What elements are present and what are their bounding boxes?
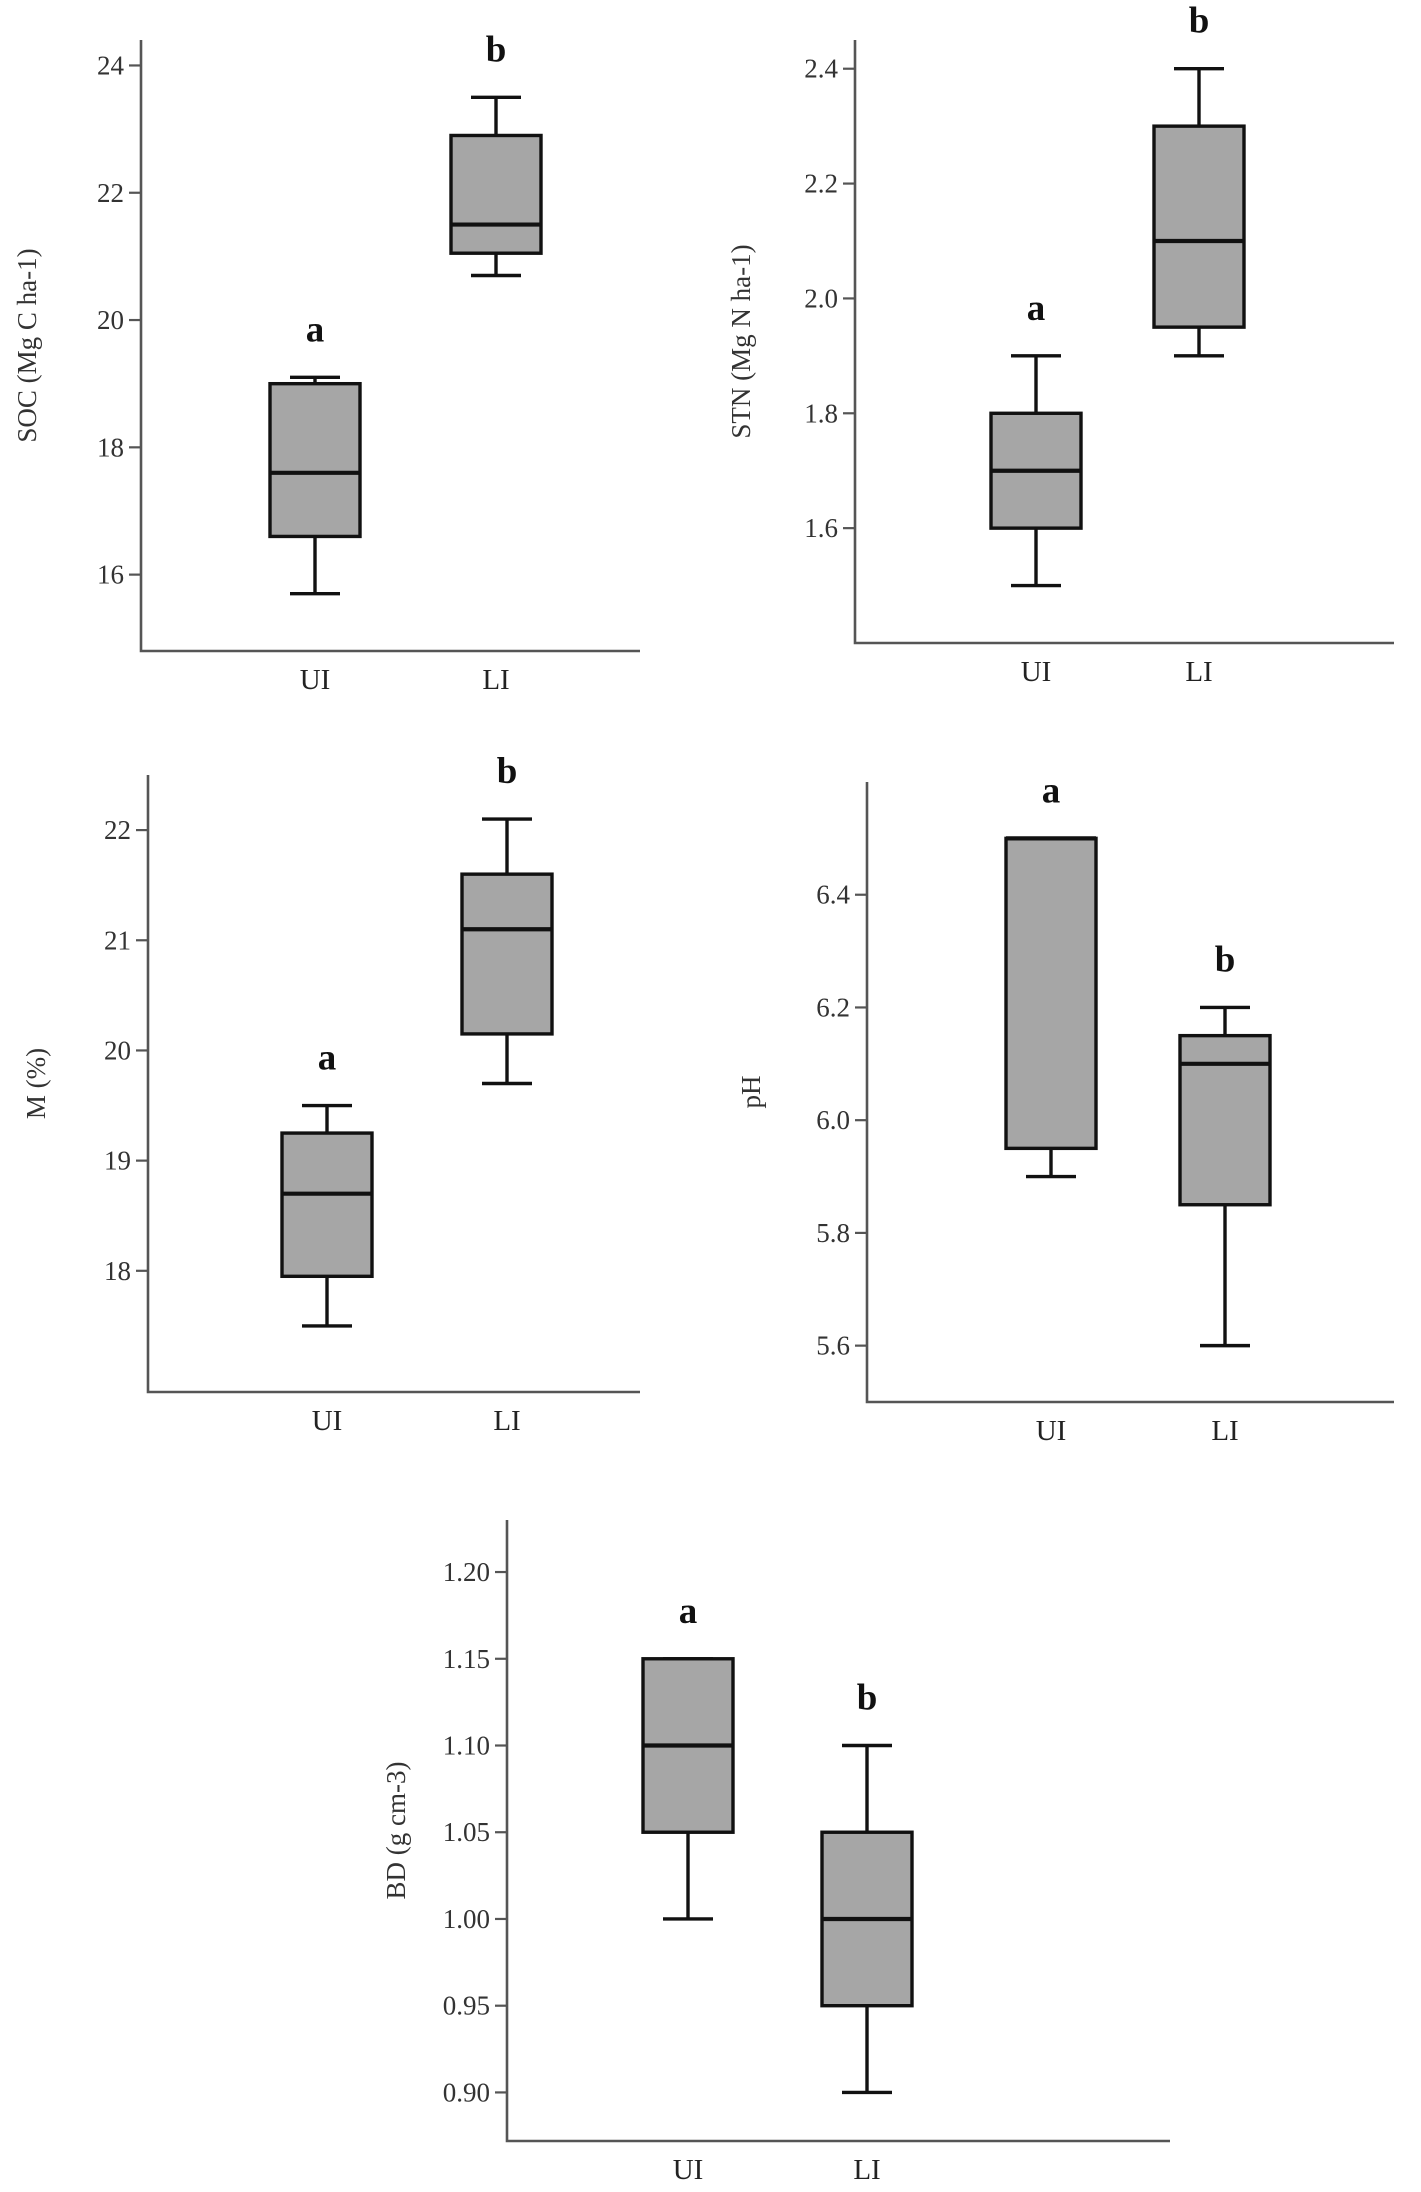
x-category-label: LI: [482, 664, 509, 696]
axis-lines: [853, 40, 1394, 645]
box-ui: a: [1004, 770, 1098, 1179]
iqr-box: [268, 381, 362, 539]
significance-letter: a: [318, 1038, 337, 1079]
y-tick-label: 24: [97, 50, 125, 80]
y-tick-label: 18: [97, 432, 124, 462]
x-category-label: UI: [673, 2154, 704, 2186]
y-tick-label: 6.0: [816, 1105, 850, 1135]
significance-letter: a: [1042, 770, 1061, 811]
box-ui: a: [268, 309, 362, 596]
box-li: b: [1178, 939, 1272, 1348]
y-tick-label: 16: [97, 560, 124, 590]
y-tick-label: 20: [97, 305, 124, 335]
iqr-box: [280, 1131, 374, 1279]
iqr-box: [1152, 124, 1246, 329]
x-category-label: UI: [312, 1405, 343, 1437]
significance-letter: a: [679, 1591, 698, 1632]
x-category-label: LI: [853, 2154, 880, 2186]
y-axis-title: STN (Mg N ha-1): [726, 244, 756, 438]
chart-panel-3: 18 19 20 21 22 M (%) UI LI a b: [21, 751, 640, 1437]
y-tick-label: 22: [97, 178, 124, 208]
iqr-box: [1178, 1033, 1272, 1207]
box-ui: a: [280, 1038, 374, 1328]
axis-lines: [865, 782, 1394, 1404]
x-category-label: UI: [1021, 656, 1052, 688]
y-tick-label: 6.2: [816, 992, 850, 1022]
significance-letter: a: [1027, 288, 1046, 329]
y-tick-label: 1.8: [804, 398, 838, 428]
box-li: b: [820, 1678, 914, 2095]
y-tick-label: 6.4: [816, 880, 850, 910]
y-tick-label: 5.8: [816, 1218, 850, 1248]
chart-panel-4: 5.6 5.8 6.0 6.2 6.4 pH UI LI a b: [736, 770, 1394, 1447]
box-li: b: [449, 29, 543, 278]
y-tick-label: 0.95: [443, 1991, 490, 2021]
x-category-label: UI: [300, 664, 331, 696]
y-tick-label: 22: [104, 815, 131, 845]
significance-letter: b: [1189, 1, 1210, 42]
y-tick-label: 18: [104, 1256, 131, 1286]
y-axis-title: pH: [736, 1076, 766, 1109]
y-axis-title: M (%): [21, 1048, 51, 1119]
x-category-label: UI: [1036, 1415, 1067, 1447]
y-tick-label: 5.6: [816, 1331, 850, 1361]
y-tick-label: 1.15: [443, 1644, 490, 1674]
iqr-box: [460, 872, 554, 1036]
axis-lines: [505, 1520, 1170, 2143]
box-li: b: [460, 751, 554, 1086]
iqr-box: [1004, 836, 1098, 1151]
y-tick-label: 20: [104, 1035, 131, 1065]
iqr-box: [449, 133, 543, 255]
chart-panel-1: 16 18 20 22 24 SOC (Mg C ha-1) UI LI a b: [12, 29, 640, 696]
y-tick-label: 19: [104, 1146, 131, 1176]
significance-letter: b: [486, 29, 507, 70]
box-ui: a: [989, 288, 1083, 588]
chart-panel-2: 1.6 1.8 2.0 2.2 2.4 STN (Mg N ha-1) UI LI a b: [726, 1, 1394, 688]
y-tick-label: 1.00: [443, 1904, 490, 1934]
box-li: b: [1152, 1, 1246, 358]
x-category-label: LI: [1185, 656, 1212, 688]
y-axis-title: BD (g cm-3): [381, 1762, 411, 1900]
y-tick-label: 1.6: [804, 513, 838, 543]
y-tick-label: 2.4: [804, 54, 838, 84]
chart-panel-5: 0.90 0.95 1.00 1.05 1.10 1.15 1.20 BD (g cm-3) U…: [381, 1520, 1170, 2186]
significance-letter: b: [497, 751, 518, 792]
box-ui: a: [641, 1591, 735, 1921]
y-tick-label: 2.2: [804, 169, 838, 199]
significance-letter: a: [306, 309, 325, 350]
y-tick-label: 0.90: [443, 2077, 490, 2107]
significance-letter: b: [857, 1678, 878, 1719]
y-tick-label: 21: [104, 925, 131, 955]
y-tick-label: 1.20: [443, 1557, 490, 1587]
axis-lines: [146, 775, 640, 1394]
y-tick-label: 1.10: [443, 1731, 490, 1761]
axis-lines: [139, 40, 640, 653]
significance-letter: b: [1215, 939, 1236, 980]
y-axis-title: SOC (Mg C ha-1): [12, 248, 42, 442]
x-category-label: LI: [493, 1405, 520, 1437]
y-tick-label: 1.05: [443, 1817, 490, 1847]
x-category-label: LI: [1211, 1415, 1238, 1447]
y-tick-label: 2.0: [804, 283, 838, 313]
